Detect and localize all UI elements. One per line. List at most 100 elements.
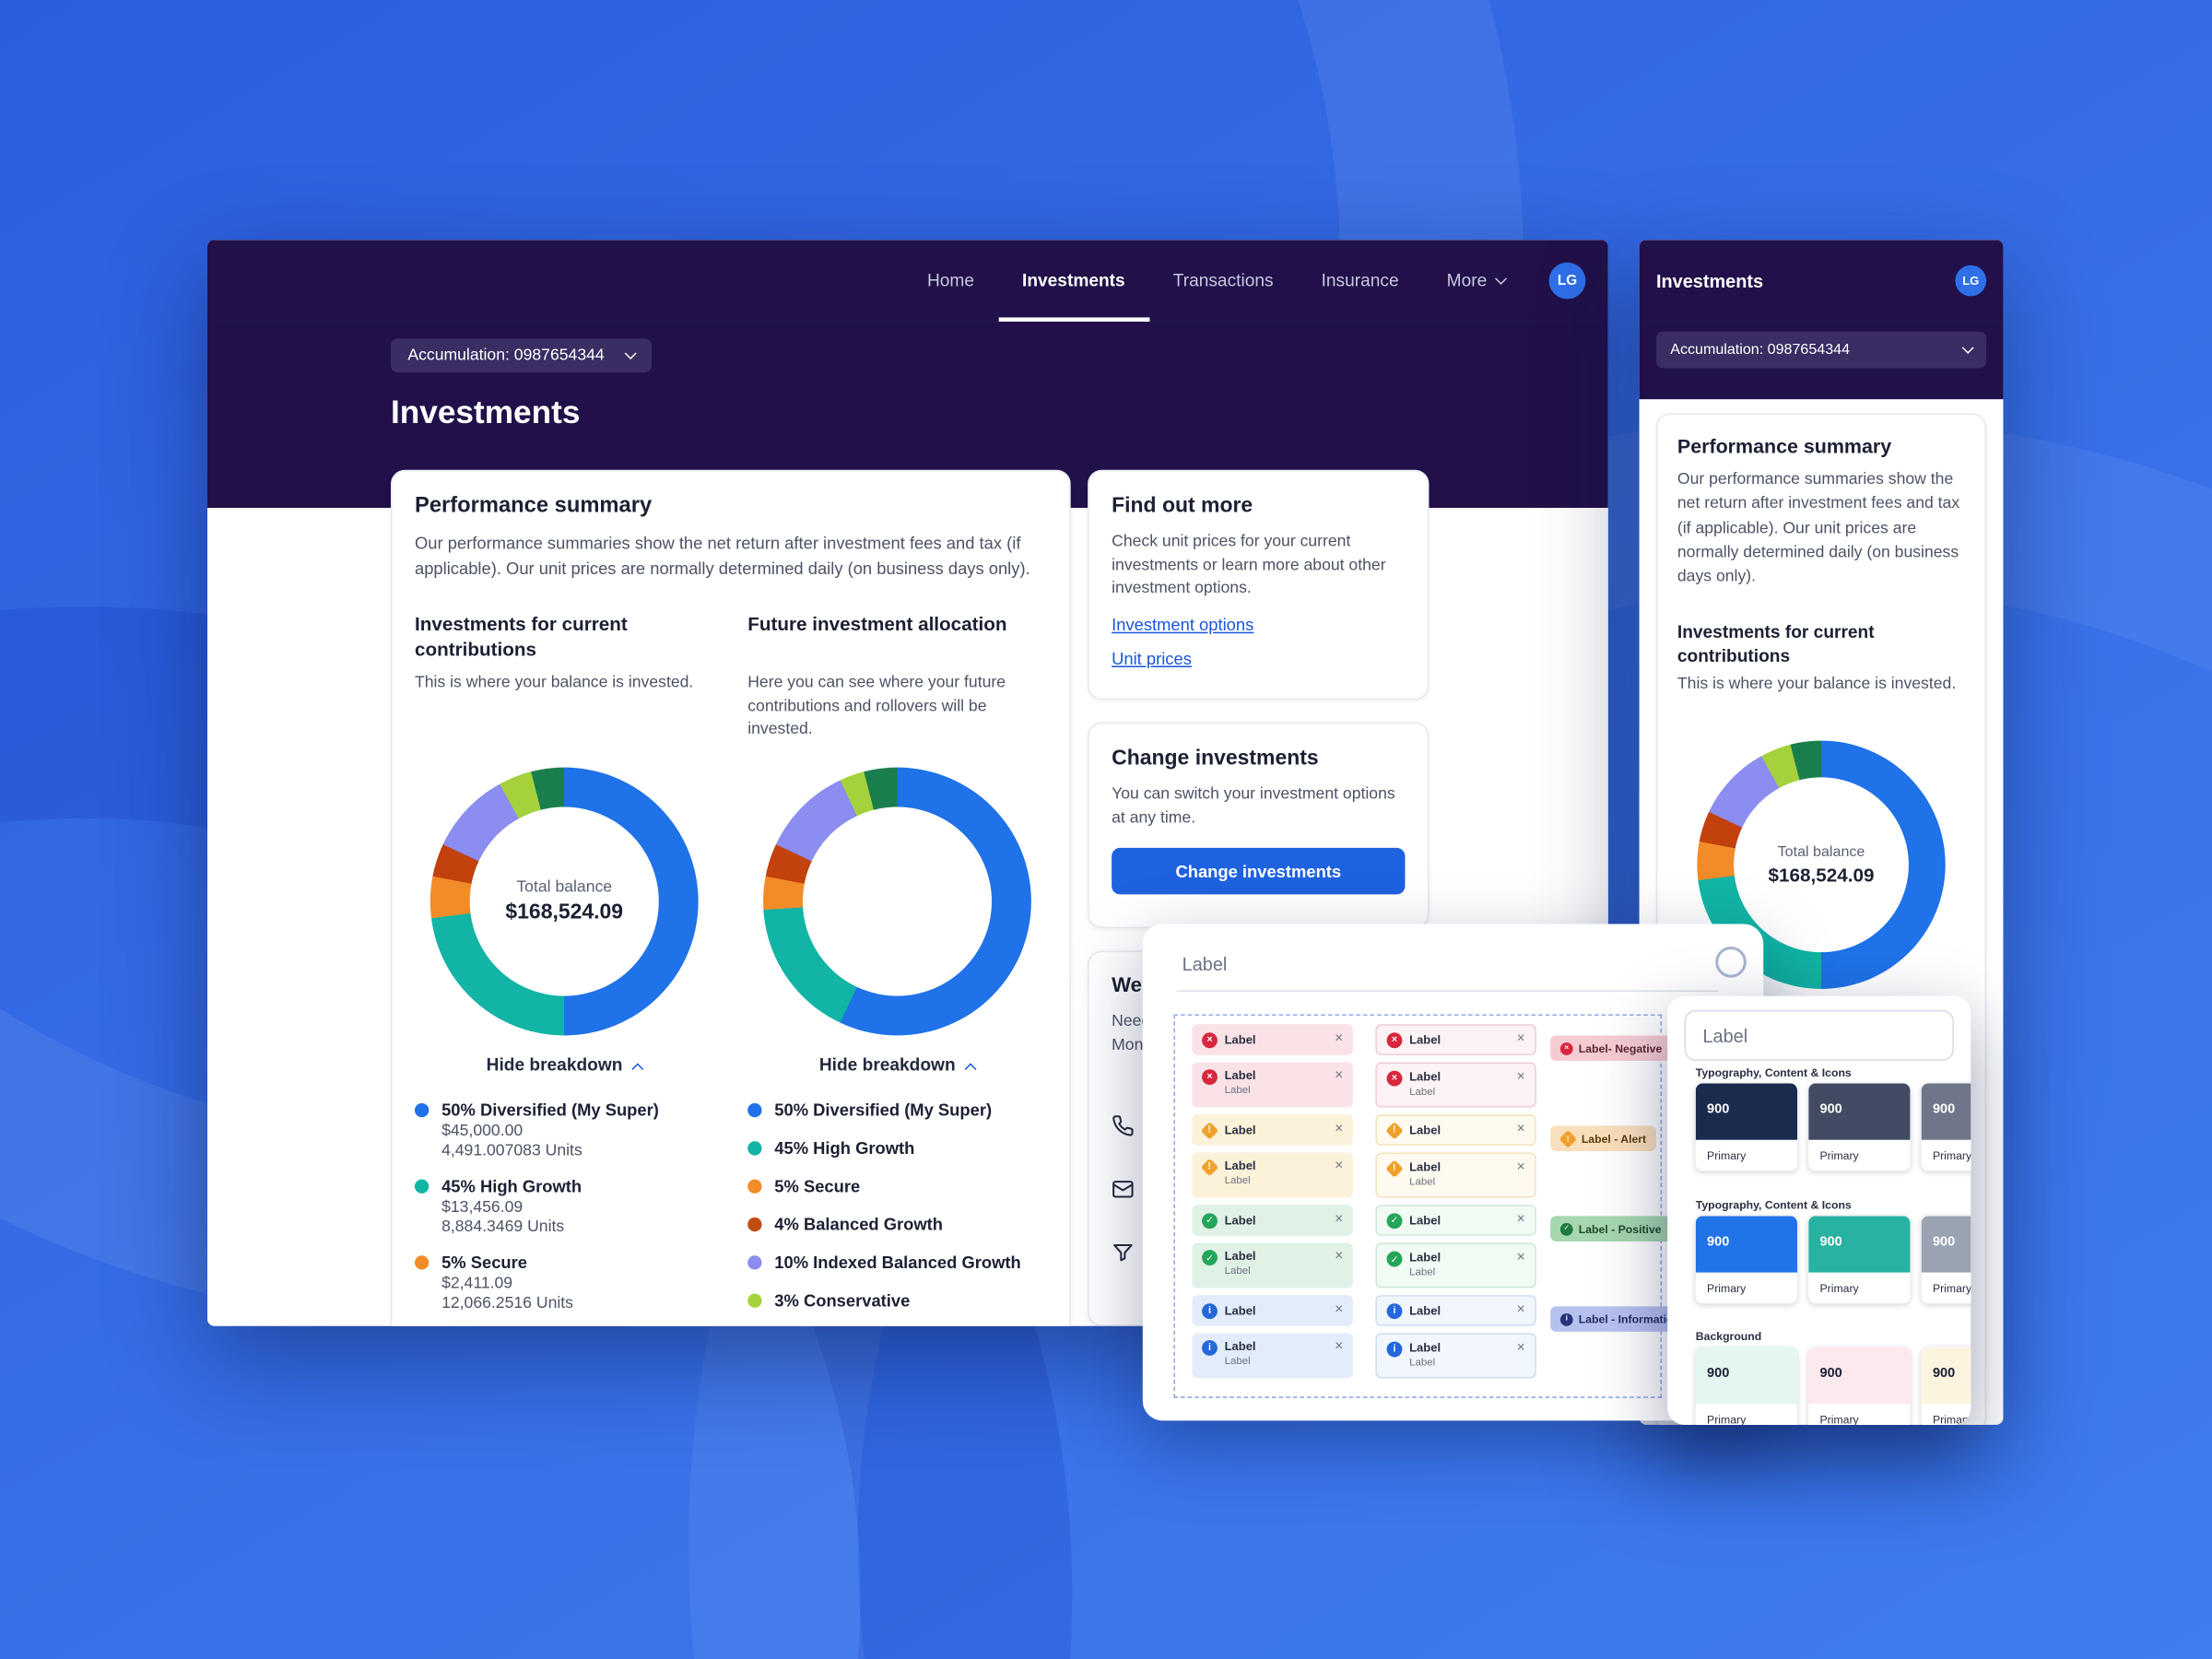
swatch-row: 900 Primary 900 Primary 900 Primary: [1695, 1347, 1971, 1425]
color-swatch[interactable]: 900 Primary: [1921, 1083, 1971, 1171]
section-heading: Future investment allocation: [747, 613, 1007, 635]
swatch-name: Primary: [1808, 1139, 1911, 1171]
hide-breakdown-toggle[interactable]: Hide breakdown: [747, 1055, 1046, 1076]
close-icon[interactable]: ×: [1516, 1159, 1525, 1175]
alert-banner-negative[interactable]: × Label Label ×: [1192, 1062, 1353, 1108]
alert-banner-warning[interactable]: ! Label ×: [1375, 1114, 1536, 1146]
info-icon: i: [1386, 1341, 1403, 1358]
cell-sublabel: Label: [1224, 1082, 1251, 1096]
close-icon[interactable]: ×: [1516, 1211, 1525, 1228]
color-swatch[interactable]: 900 Primary: [1808, 1347, 1911, 1425]
legend-item: 45% High Growth $13,456.09 8,884.3469 Un…: [415, 1177, 713, 1236]
chip-negative[interactable]: × Label- Negative: [1550, 1035, 1672, 1062]
card-title: Performance summary: [415, 493, 653, 518]
alert-banner-warning[interactable]: ! Label Label ×: [1375, 1152, 1536, 1198]
filter-row[interactable]: [1112, 1221, 1405, 1285]
card-title: Performance summary: [1677, 434, 1892, 457]
styles-panel: Label Typography, Content & Icons 900 Pri…: [1667, 995, 1971, 1425]
user-avatar[interactable]: LG: [1548, 262, 1586, 300]
donut-center-label: Total balance: [1777, 842, 1865, 861]
account-selector[interactable]: Accumulation: 0987654344: [390, 338, 653, 373]
find-out-more-card: Find out more Check unit prices for your…: [1088, 469, 1430, 700]
alert-banner-information[interactable]: i Label ×: [1192, 1295, 1353, 1326]
primary-nav: Home Investments Transactions Insurance …: [903, 240, 1586, 322]
alert-banner-positive[interactable]: ✓ Label ×: [1375, 1205, 1536, 1236]
alert-banner-positive[interactable]: ✓ Label ×: [1192, 1205, 1353, 1236]
nav-item-investments[interactable]: Investments: [998, 240, 1149, 322]
user-avatar[interactable]: LG: [1955, 265, 1987, 297]
card-description: You can switch your investment options a…: [1112, 785, 1395, 827]
nav-item-home[interactable]: Home: [903, 240, 998, 322]
close-icon[interactable]: ×: [1516, 1301, 1525, 1318]
investment-options-link[interactable]: Investment options: [1112, 615, 1254, 635]
close-icon[interactable]: ×: [1335, 1301, 1344, 1318]
close-icon[interactable]: ×: [1335, 1158, 1344, 1174]
close-icon[interactable]: ×: [1335, 1121, 1344, 1137]
alert-banner-positive[interactable]: ✓ Label Label ×: [1192, 1242, 1353, 1288]
change-investments-button[interactable]: Change investments: [1112, 848, 1406, 895]
swatch-name: Primary: [1695, 1139, 1797, 1171]
error-icon: ×: [1386, 1070, 1403, 1087]
chip-label: Label - Alert: [1581, 1132, 1647, 1146]
email-contact-row[interactable]: [1112, 1158, 1405, 1221]
chip-label: Label - Information: [1578, 1312, 1680, 1326]
section-heading: Background: [1695, 1330, 1762, 1344]
label-text-field[interactable]: Label: [1176, 944, 1719, 993]
color-swatch[interactable]: 900 Primary: [1921, 1347, 1971, 1425]
close-icon[interactable]: ×: [1516, 1030, 1525, 1047]
phone-contact-row[interactable]: [1112, 1094, 1405, 1158]
cell-label: Label: [1409, 1302, 1441, 1318]
alert-banner-negative[interactable]: × Label ×: [1375, 1024, 1536, 1055]
legend-item: 4% Balanced Growth: [747, 1215, 1046, 1234]
close-icon[interactable]: ×: [1516, 1250, 1525, 1265]
alert-banner-information[interactable]: i Label Label ×: [1375, 1333, 1536, 1379]
cell-label: Label: [1409, 1032, 1441, 1047]
color-swatch[interactable]: 900 Primary: [1808, 1216, 1911, 1304]
alert-banner-warning[interactable]: ! Label Label ×: [1192, 1152, 1353, 1198]
account-selector[interactable]: Accumulation: 0987654344: [1655, 331, 1987, 369]
chip-positive[interactable]: ✓ Label - Positive: [1550, 1216, 1672, 1241]
alert-banner-negative[interactable]: × Label Label ×: [1375, 1062, 1536, 1108]
legend-label: 5% Secure: [441, 1253, 527, 1273]
nav-item-more[interactable]: More: [1423, 240, 1530, 322]
card-description: Our performance summaries show the net r…: [1677, 471, 1960, 586]
label-text-field[interactable]: Label: [1684, 1009, 1954, 1062]
close-icon[interactable]: ×: [1335, 1248, 1344, 1265]
color-swatch[interactable]: 900 Primary: [1808, 1083, 1911, 1171]
swatch-name: Primary: [1921, 1272, 1971, 1304]
card-description: Our performance summaries show the net r…: [415, 533, 1030, 579]
color-swatch[interactable]: 900 Primary: [1921, 1216, 1971, 1304]
current-donut-chart: Total balance $168,524.09: [429, 767, 699, 1036]
close-icon[interactable]: ×: [1335, 1030, 1344, 1047]
warning-icon: !: [1559, 1129, 1578, 1147]
color-swatch[interactable]: 900 Primary: [1695, 1347, 1797, 1425]
close-icon[interactable]: ×: [1516, 1069, 1525, 1086]
unit-prices-link[interactable]: Unit prices: [1112, 649, 1192, 669]
chevron-up-icon: [964, 1063, 977, 1076]
info-icon: i: [1559, 1312, 1573, 1326]
nav-label: More: [1446, 270, 1488, 291]
cell-sublabel: Label: [1409, 1174, 1436, 1188]
close-icon[interactable]: ×: [1335, 1338, 1344, 1355]
alert-banner-information[interactable]: i Label ×: [1375, 1295, 1536, 1326]
cell-label: Label: [1409, 1250, 1441, 1265]
chip-alert[interactable]: ! Label - Alert: [1550, 1125, 1656, 1151]
outline-alert-column: × Label × × Label Label × ! Label × ! Label Label…: [1375, 1024, 1536, 1379]
close-icon[interactable]: ×: [1516, 1340, 1525, 1356]
color-swatch[interactable]: 900 Primary: [1695, 1216, 1797, 1304]
swatch-value: 900: [1932, 1365, 1956, 1382]
alert-banner-warning[interactable]: ! Label ×: [1192, 1114, 1353, 1146]
alert-banner-negative[interactable]: × Label ×: [1192, 1024, 1353, 1055]
success-icon: ✓: [1386, 1251, 1403, 1267]
close-icon[interactable]: ×: [1335, 1211, 1344, 1228]
alert-banner-information[interactable]: i Label Label ×: [1192, 1333, 1353, 1379]
alert-banner-positive[interactable]: ✓ Label Label ×: [1375, 1242, 1536, 1288]
color-swatch[interactable]: 900 Primary: [1695, 1083, 1797, 1171]
nav-item-transactions[interactable]: Transactions: [1149, 240, 1298, 322]
close-icon[interactable]: ×: [1335, 1067, 1344, 1084]
close-icon[interactable]: ×: [1516, 1121, 1525, 1137]
nav-item-insurance[interactable]: Insurance: [1298, 240, 1423, 322]
swatch-row: 900 Primary 900 Primary 900 Primary: [1695, 1216, 1971, 1304]
hide-breakdown-toggle[interactable]: Hide breakdown: [415, 1055, 713, 1076]
chip-information[interactable]: i Label - Information: [1550, 1306, 1690, 1332]
